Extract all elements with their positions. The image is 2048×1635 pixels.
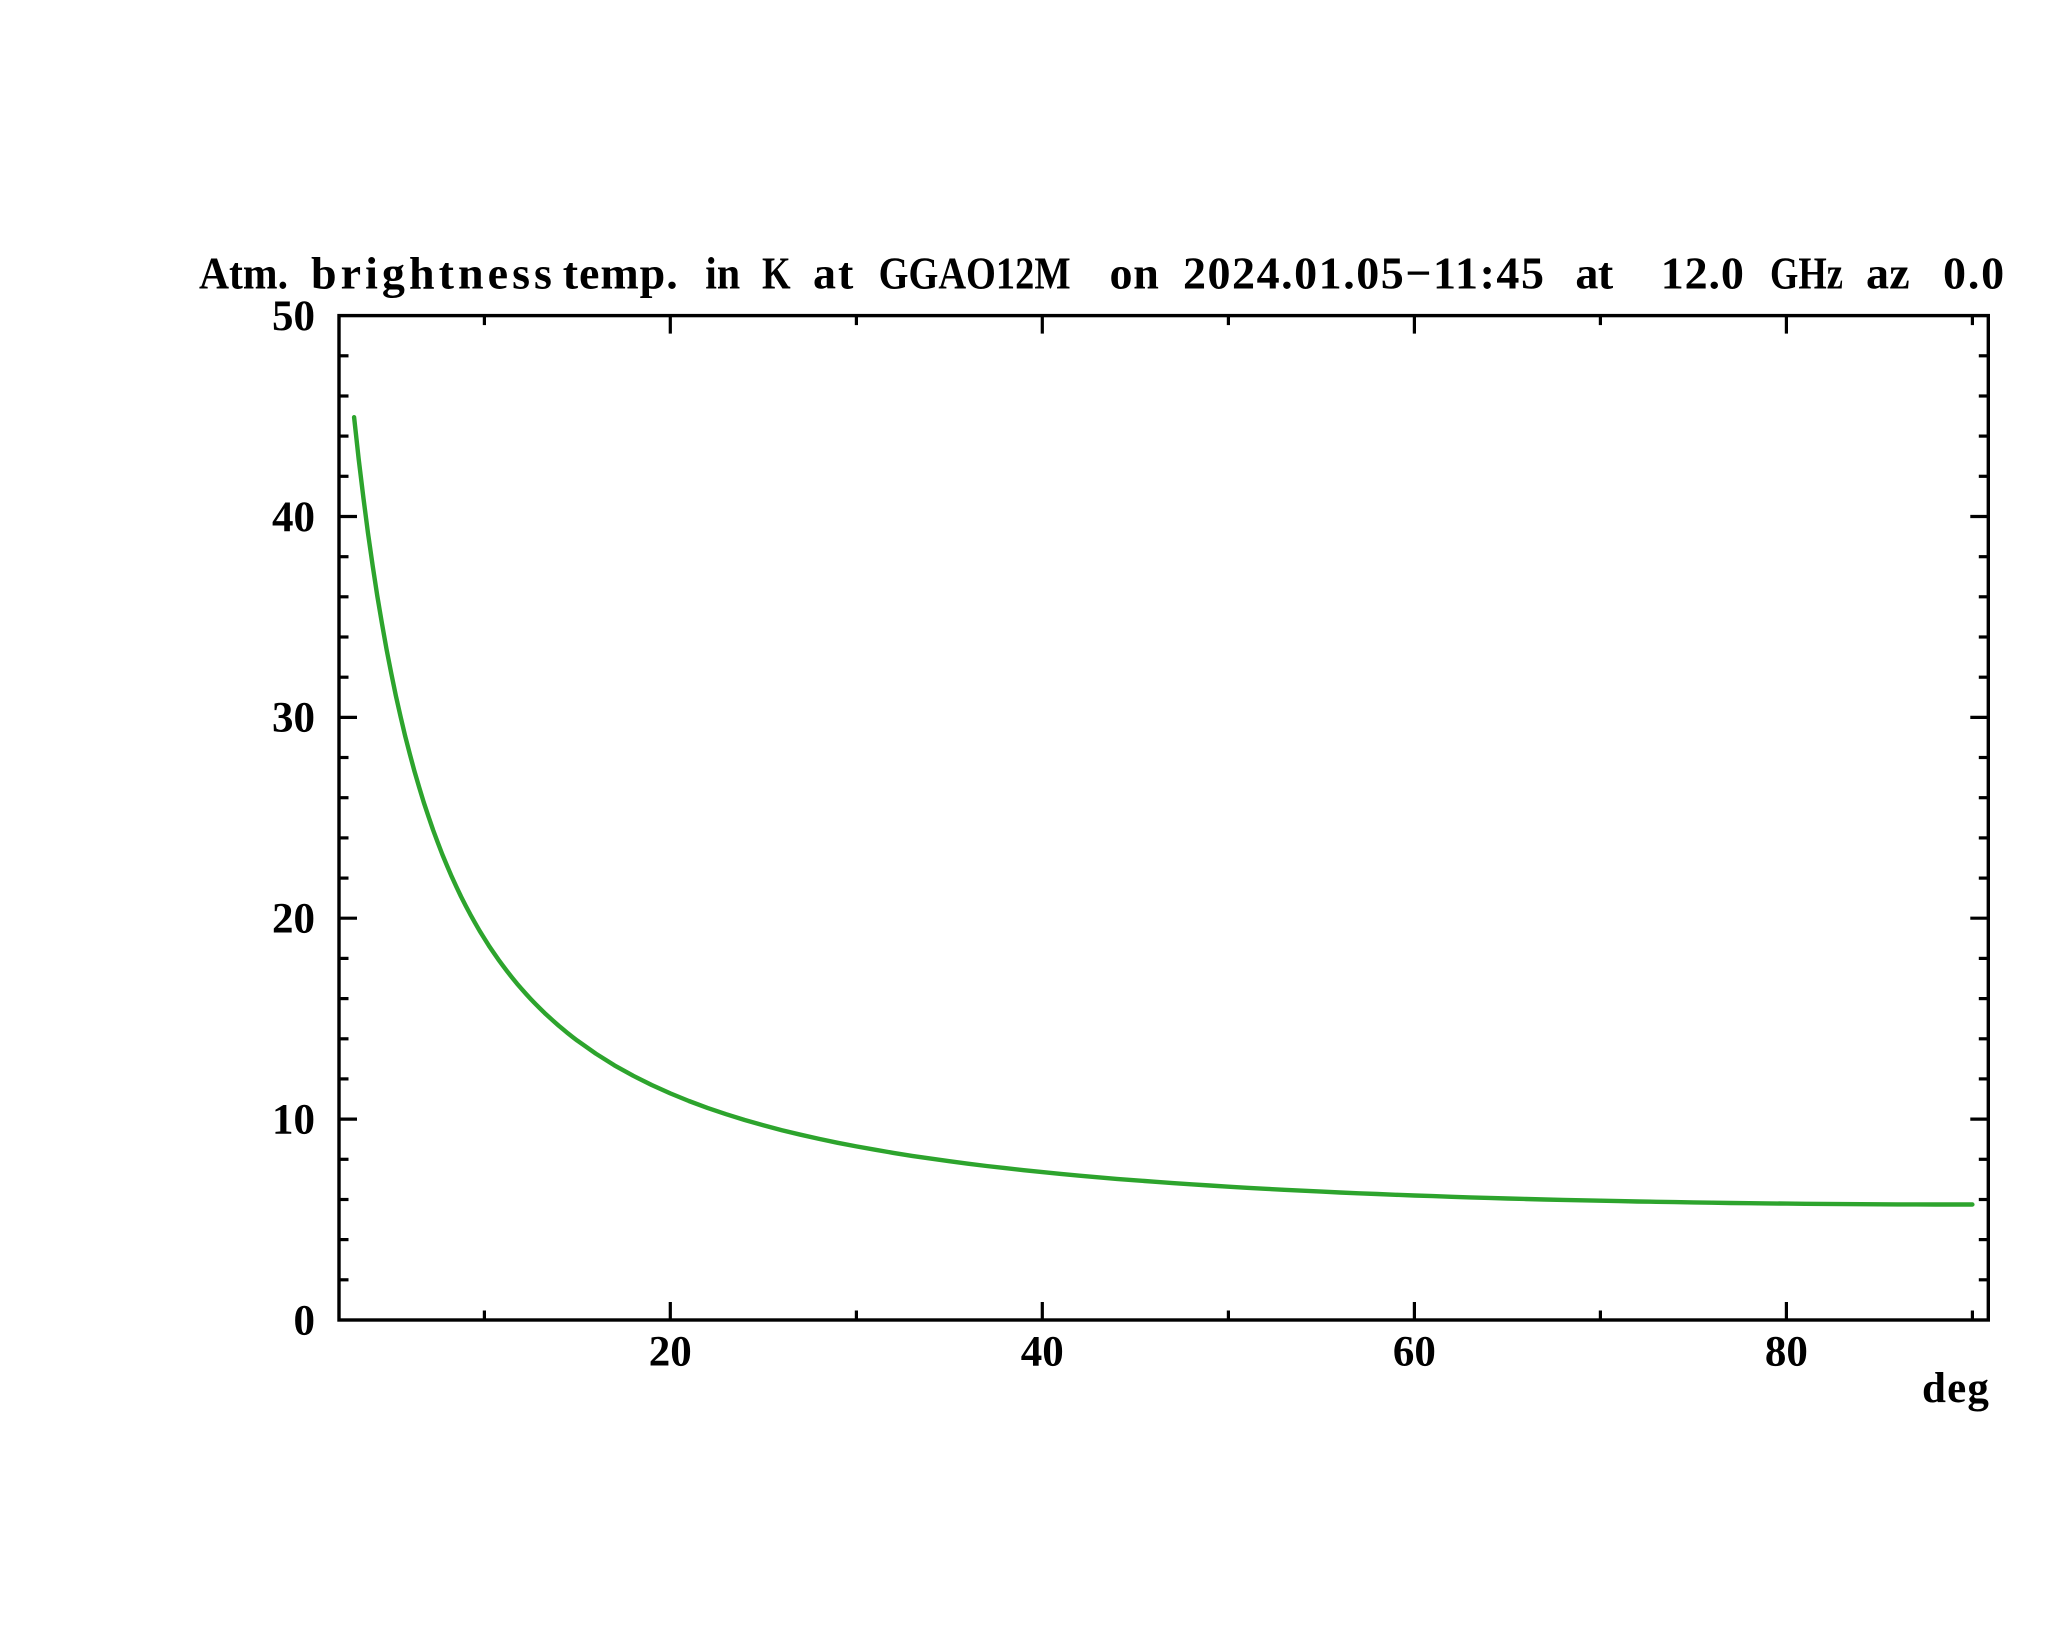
- svg-text:60: 60: [1393, 1329, 1436, 1376]
- svg-text:30: 30: [272, 695, 315, 742]
- svg-text:40: 40: [1021, 1329, 1064, 1376]
- svg-text:at: at: [1575, 248, 1614, 299]
- svg-text:20: 20: [272, 896, 315, 943]
- svg-text:40: 40: [272, 494, 315, 541]
- svg-text:in: in: [705, 248, 740, 299]
- svg-text:0: 0: [294, 1297, 316, 1344]
- svg-text:20: 20: [649, 1329, 692, 1376]
- svg-text:Atm.: Atm.: [199, 249, 288, 299]
- svg-text:temp.: temp.: [563, 248, 679, 299]
- svg-text:at: at: [813, 248, 855, 299]
- svg-text:brightness: brightness: [311, 248, 556, 299]
- svg-text:2024.01.05−11:45: 2024.01.05−11:45: [1183, 248, 1545, 299]
- svg-text:K: K: [762, 249, 791, 300]
- svg-text:deg: deg: [1922, 1365, 1990, 1412]
- svg-text:GHz: GHz: [1770, 248, 1843, 299]
- svg-text:az: az: [1866, 248, 1910, 299]
- svg-text:12.0: 12.0: [1661, 248, 1745, 299]
- svg-text:on: on: [1110, 248, 1160, 299]
- svg-text:50: 50: [272, 293, 315, 340]
- svg-text:80: 80: [1765, 1329, 1808, 1376]
- svg-text:0.0: 0.0: [1943, 248, 2006, 299]
- svg-text:10: 10: [272, 1096, 315, 1143]
- svg-text:GGAO12M: GGAO12M: [879, 248, 1071, 299]
